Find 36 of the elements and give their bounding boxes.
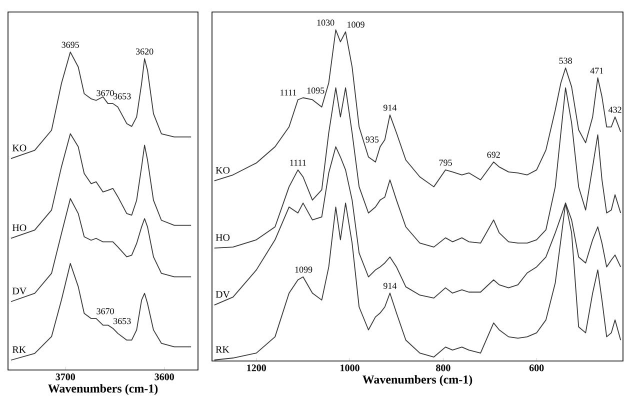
x-tick-label: 600 [529, 364, 544, 372]
x-tick-label: 800 [436, 364, 450, 372]
annotation: 1030 [317, 20, 334, 26]
x-axis-title: Wavenumbers (cm-1) [362, 375, 472, 386]
annotation: 795 [439, 160, 452, 166]
annotation: 538 [559, 58, 572, 64]
annotation: 3670 [96, 90, 114, 96]
annotation: 914 [383, 282, 397, 289]
series-label: RK [216, 346, 230, 353]
annotation: 3653 [114, 318, 131, 324]
annotation: 471 [590, 68, 604, 74]
annotation: 432 [608, 106, 622, 113]
series-label: RK [12, 346, 26, 353]
series-label: HO [216, 234, 230, 241]
annotation: 1009 [348, 22, 364, 28]
x-axis-title: Wavenumbers (cm-1) [48, 384, 158, 396]
series-label: DV [12, 288, 27, 294]
annotation: 692 [487, 152, 500, 158]
series-label: HO [12, 224, 26, 232]
series-label: KO [216, 166, 230, 174]
x-tick-label: 3700 [56, 374, 76, 380]
annotation: 1099 [295, 266, 312, 273]
annotation: 1111 [290, 160, 306, 166]
series-label: DV [216, 291, 230, 298]
annotation: 1095 [307, 87, 324, 94]
annotation: 1111 [280, 90, 296, 96]
x-tick-label: 3600 [154, 374, 174, 380]
annotation: 3653 [114, 93, 131, 100]
annotation: 3695 [62, 42, 79, 48]
annotation: 914 [383, 104, 397, 111]
annotation: 3620 [136, 48, 154, 55]
x-tick-label: 1000 [340, 364, 360, 372]
series-label: KO [12, 144, 26, 152]
annotation: 935 [366, 136, 379, 143]
annotation: 3670 [96, 308, 114, 314]
x-tick-label: 1200 [247, 364, 266, 372]
